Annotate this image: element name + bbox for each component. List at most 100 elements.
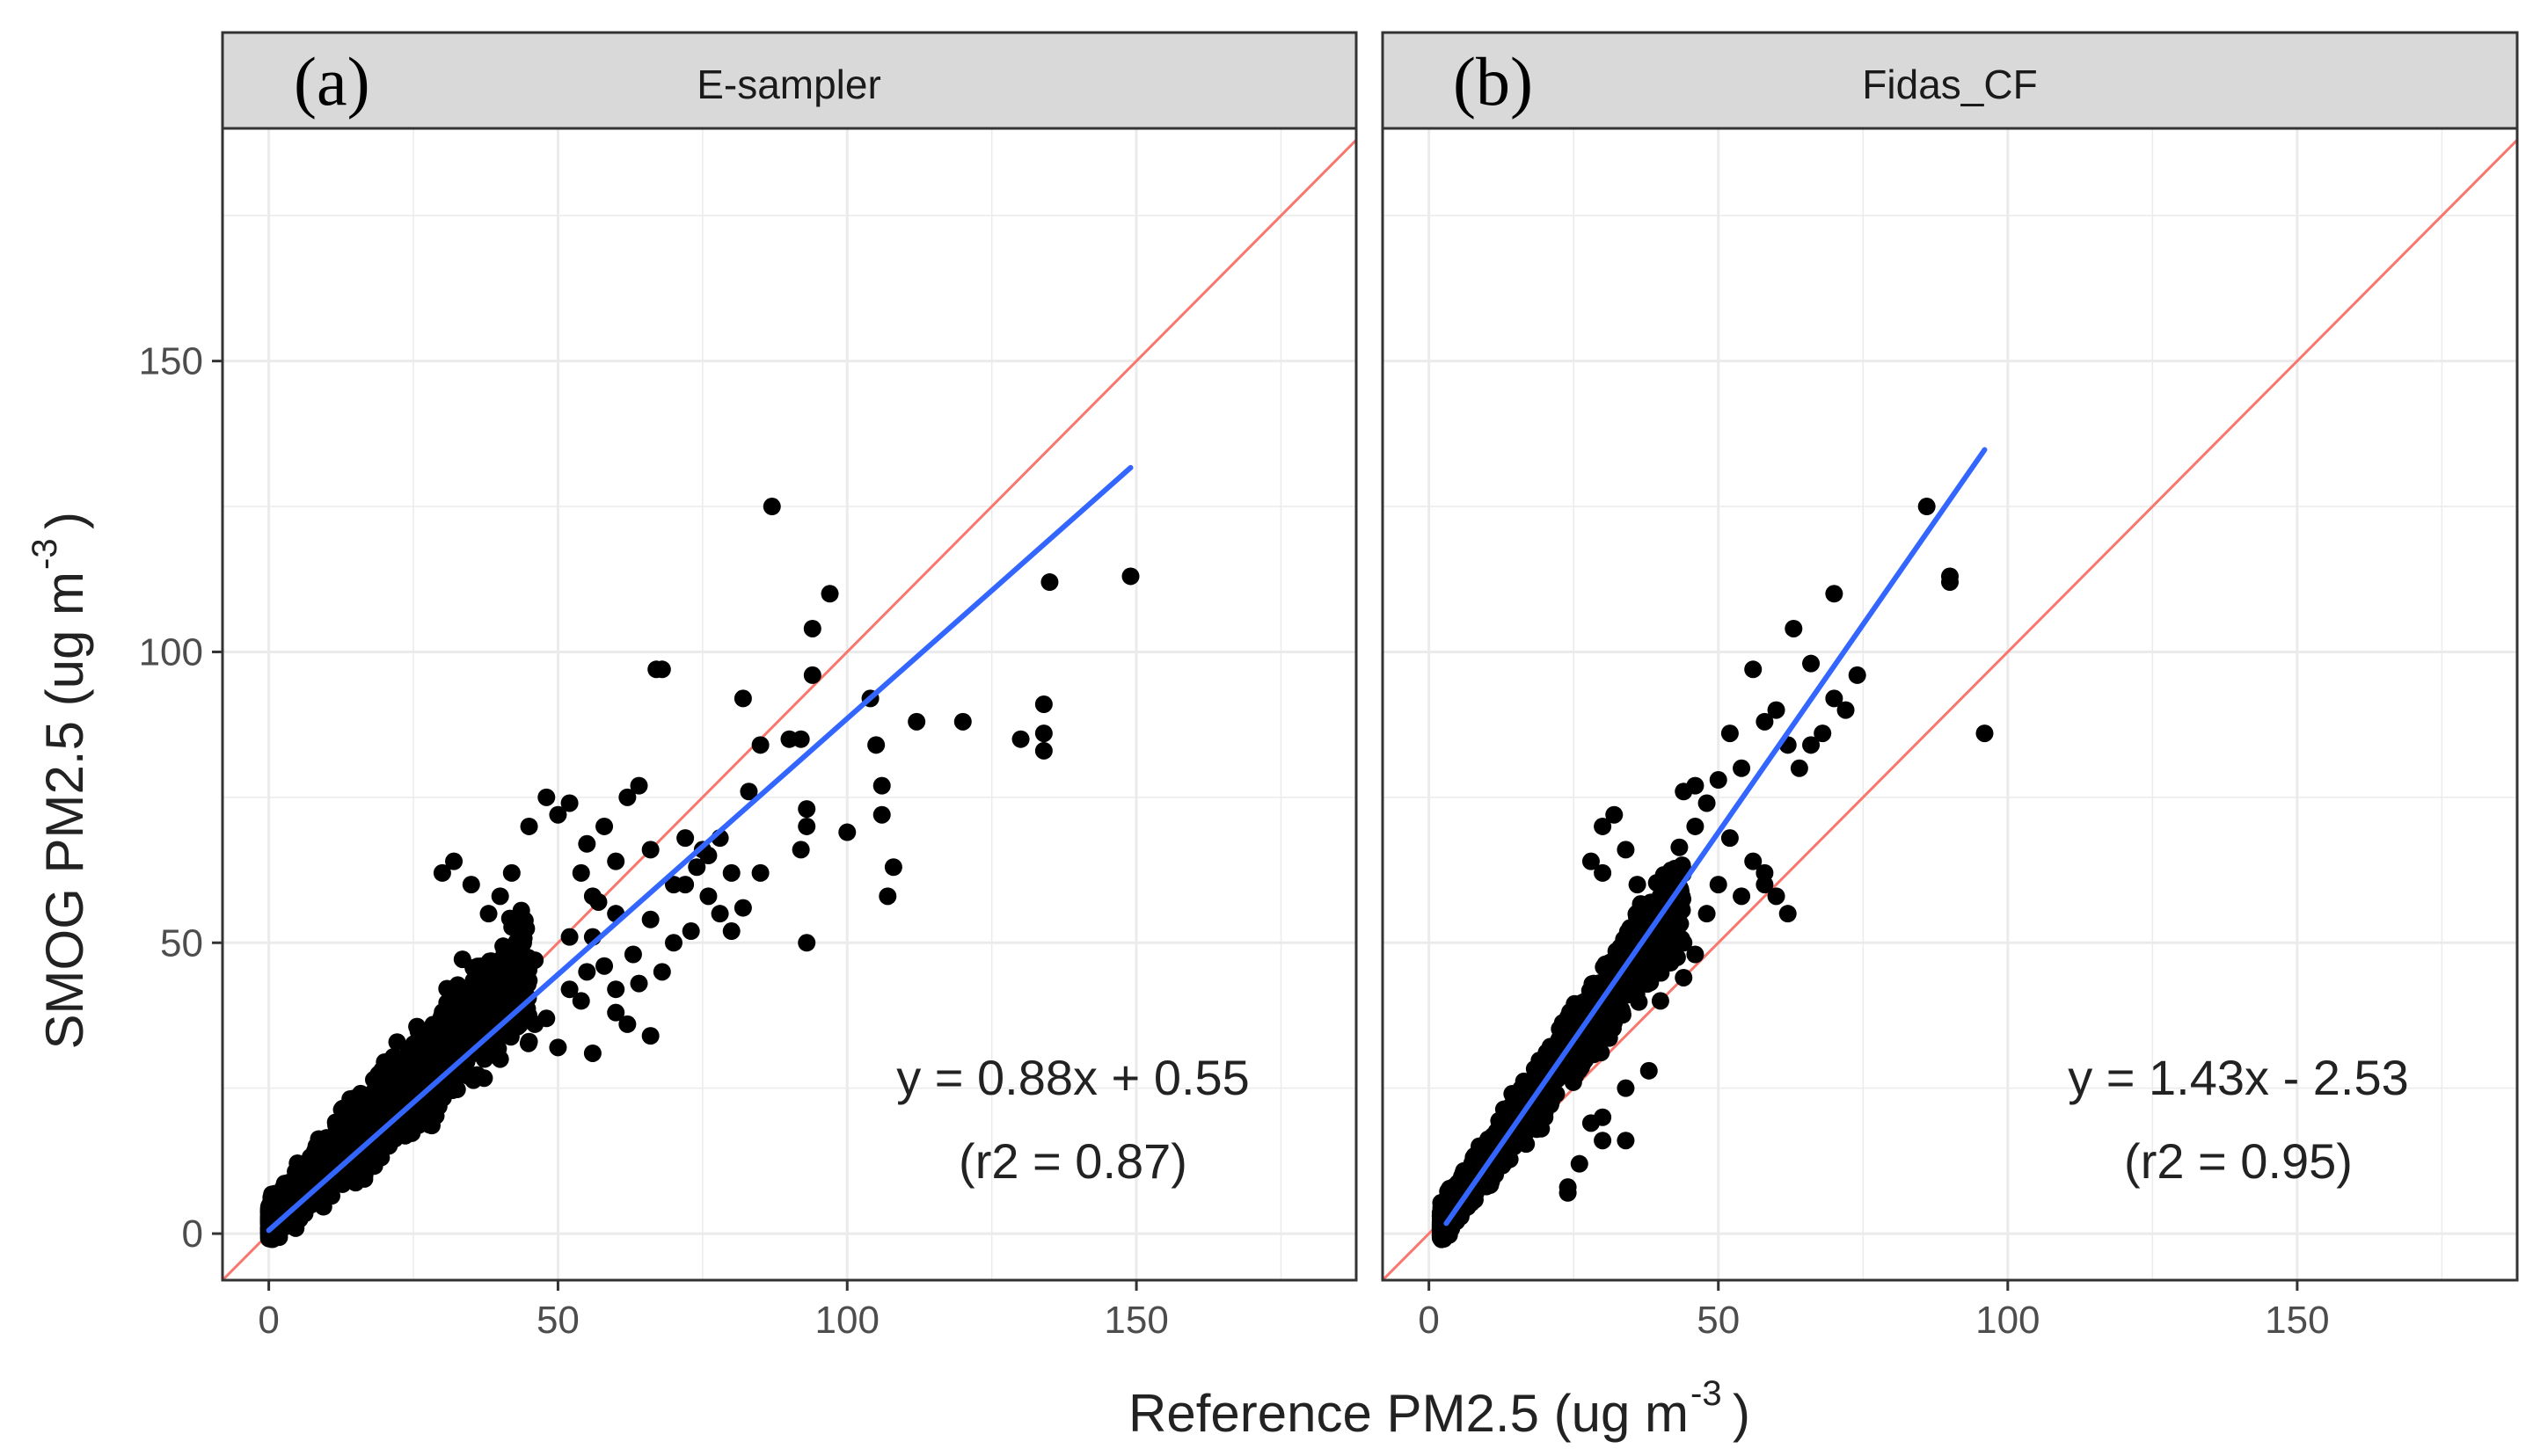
x-axis-title: Reference PM2.5 (ug m <box>1128 1384 1689 1443</box>
data-point <box>792 841 810 859</box>
data-point <box>491 1050 509 1068</box>
data-point <box>607 980 625 999</box>
data-point <box>618 788 637 806</box>
data-point <box>641 1027 660 1045</box>
data-point <box>1495 1113 1514 1132</box>
data-point <box>583 1044 602 1062</box>
panel-a-strip <box>221 31 1358 130</box>
data-point <box>299 1161 318 1179</box>
data-point <box>464 958 483 977</box>
data-point <box>448 981 466 1000</box>
data-point <box>418 1066 436 1084</box>
data-point <box>1669 905 1688 923</box>
data-point <box>711 905 729 923</box>
panel-a-annotation-r2: (r2 = 0.87) <box>959 1133 1187 1189</box>
data-point <box>1917 498 1936 516</box>
data-point <box>578 834 596 853</box>
data-point <box>1034 695 1053 713</box>
data-point <box>462 876 480 894</box>
data-point <box>1581 1114 1600 1132</box>
data-point <box>366 1097 384 1116</box>
x-tick-label: 100 <box>1975 1299 2040 1342</box>
data-point <box>385 1067 404 1086</box>
data-point <box>751 863 770 882</box>
data-point <box>1733 887 1751 906</box>
data-point <box>1941 573 1959 592</box>
data-point <box>734 689 752 708</box>
data-point <box>1785 619 1803 637</box>
panel-b: (b) Fidas_CF y = 1.43x - 2.53 (r2 = 0.95… <box>1381 31 2519 1342</box>
x-tick-label: 50 <box>1697 1299 1740 1342</box>
data-point <box>549 805 567 824</box>
data-point <box>1657 872 1675 891</box>
data-point <box>1675 934 1693 952</box>
panel-a-gridlines <box>223 128 1356 1280</box>
data-point <box>1836 701 1855 719</box>
x-axis-title-exponent: -3 <box>1690 1374 1722 1413</box>
x-axis-title-close: ) <box>1733 1384 1750 1443</box>
data-point <box>595 817 614 835</box>
data-point <box>1570 1154 1588 1173</box>
data-point <box>872 776 891 795</box>
data-point <box>699 887 718 906</box>
data-point <box>1594 1132 1612 1150</box>
data-point <box>1733 759 1751 777</box>
data-point <box>479 905 498 923</box>
data-point <box>1595 957 1614 976</box>
data-point <box>1551 1020 1569 1038</box>
data-point <box>1767 701 1785 719</box>
y-axis-title: SMOG PM2.5 (ug m <box>35 571 94 1049</box>
data-point <box>664 934 683 952</box>
data-point <box>867 736 886 754</box>
data-point <box>1709 771 1727 790</box>
data-point <box>607 852 625 870</box>
y-tick-label: 100 <box>139 630 203 673</box>
data-point <box>1617 1132 1635 1150</box>
data-point <box>260 1207 279 1226</box>
data-point <box>578 963 596 981</box>
data-point <box>641 841 660 859</box>
data-point <box>1034 724 1053 743</box>
data-point <box>502 954 521 972</box>
data-point <box>479 968 498 986</box>
data-point <box>1744 660 1763 679</box>
data-point <box>1675 783 1693 801</box>
y-tick-label: 150 <box>139 340 203 383</box>
data-point <box>740 783 758 801</box>
fit-line <box>266 464 1134 1234</box>
data-point <box>1605 805 1624 824</box>
data-point <box>1648 956 1667 974</box>
data-point <box>1756 712 1774 731</box>
data-point <box>424 1016 442 1034</box>
data-point <box>676 829 695 848</box>
data-point <box>1790 759 1808 777</box>
data-point <box>1121 567 1140 586</box>
data-point <box>560 980 579 999</box>
data-point <box>1670 838 1689 856</box>
x-tick-label: 100 <box>815 1299 880 1342</box>
data-point <box>391 1083 409 1102</box>
data-point <box>1617 841 1635 859</box>
data-point <box>664 876 683 894</box>
data-point <box>641 910 660 928</box>
data-point <box>1663 922 1682 941</box>
data-point <box>505 972 523 991</box>
y-axis-title-exponent: -3 <box>26 538 64 570</box>
data-point <box>388 1033 406 1052</box>
data-point <box>549 1038 567 1057</box>
data-point <box>763 498 781 516</box>
panel-b-points <box>1431 447 1994 1249</box>
data-point <box>348 1117 367 1136</box>
data-point <box>624 945 642 964</box>
panel-a-tag: (a) <box>294 43 370 120</box>
x-tick-label: 150 <box>2265 1299 2329 1342</box>
data-point <box>420 1116 439 1134</box>
data-point <box>872 805 891 824</box>
data-point <box>1011 730 1030 748</box>
data-point <box>1651 887 1669 906</box>
data-point <box>1767 887 1785 906</box>
data-point <box>1697 905 1716 923</box>
data-point <box>327 1132 346 1150</box>
data-point <box>1814 724 1832 743</box>
